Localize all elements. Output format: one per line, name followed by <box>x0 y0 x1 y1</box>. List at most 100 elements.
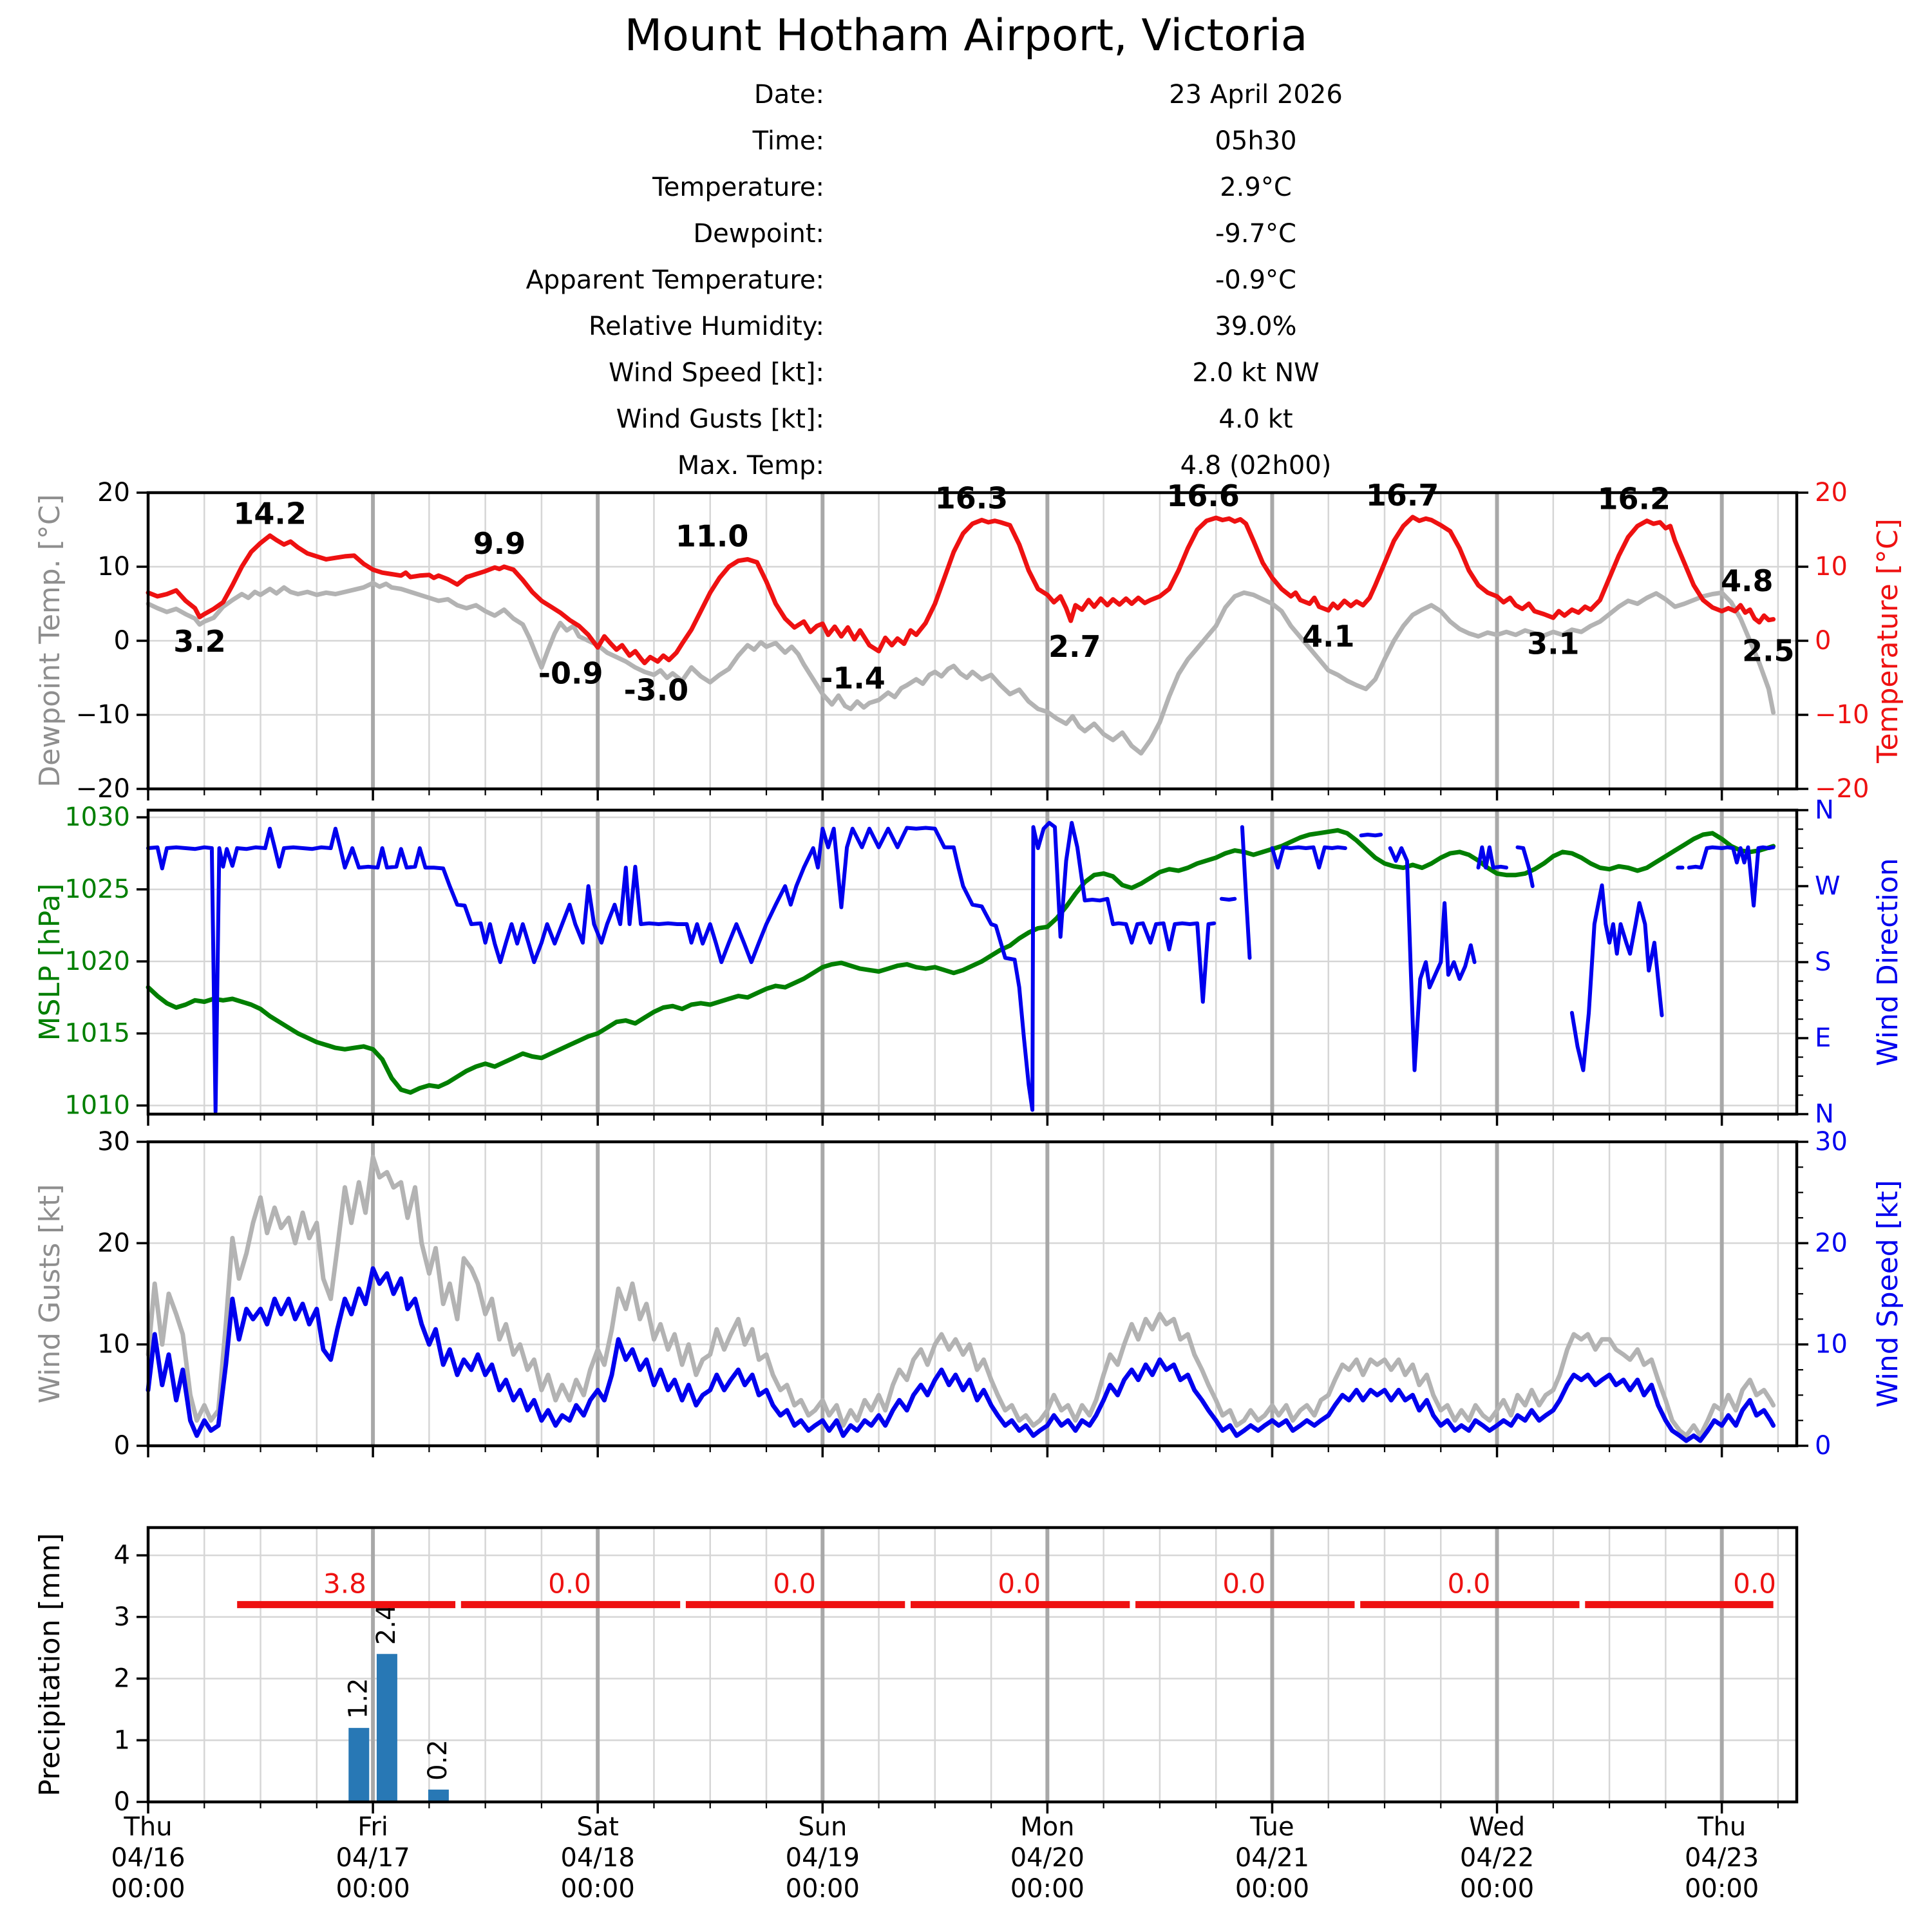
panel-temperature-dewpoint: −20 −10 0 10 20 Dewpoint Temp. [°C] −20 −10 0 10 2… <box>33 478 1904 804</box>
left-tick-label: 1030 <box>64 802 130 832</box>
left-tick-label: 30 <box>97 1127 130 1157</box>
daily-total-label: 0.0 <box>1222 1568 1265 1600</box>
day-label: 00:00 <box>786 1874 860 1904</box>
series-wind-direction <box>1388 846 1477 1072</box>
day-label: Tue <box>1249 1812 1294 1842</box>
left-tick-label: 1020 <box>64 947 130 976</box>
precip-bar <box>348 1728 370 1802</box>
precip-bar <box>428 1789 449 1802</box>
extreme-label: 2.7 <box>1048 629 1101 664</box>
extreme-label: 3.1 <box>1527 626 1580 661</box>
info-row: Max. Temp: 4.8 (02h00) <box>0 451 1932 492</box>
precip-bar-label: 0.2 <box>423 1739 453 1781</box>
series-wind-direction <box>1515 845 1535 888</box>
series-wind-direction <box>1240 825 1252 960</box>
day-label: Wed <box>1469 1812 1525 1842</box>
info-label: Apparent Temperature: <box>526 265 824 295</box>
extreme-label: -0.9 <box>538 656 603 690</box>
info-label: Wind Speed [kt]: <box>609 358 824 388</box>
right-tick-label: 20 <box>1815 478 1848 507</box>
series-wind-direction <box>146 820 1217 1114</box>
info-row: Time: 05h30 <box>0 126 1932 167</box>
daily-total-label: 0.0 <box>773 1568 816 1600</box>
series-wind-direction <box>1687 845 1776 908</box>
left-tick-label: 2 <box>114 1664 130 1694</box>
day-label: 04/23 <box>1685 1843 1759 1873</box>
day-label: Mon <box>1020 1812 1074 1842</box>
day-label: 00:00 <box>1010 1874 1084 1904</box>
info-label: Max. Temp: <box>677 451 824 480</box>
left-tick-label: 0 <box>114 1431 130 1461</box>
right-tick-label: E <box>1815 1023 1831 1053</box>
left-axis-title: Wind Gusts [kt] <box>33 1184 66 1404</box>
right-tick-label: −20 <box>1815 774 1869 804</box>
daily-total-label: 0.0 <box>1448 1568 1491 1600</box>
extreme-label: 11.0 <box>676 519 749 554</box>
left-tick-label: 1025 <box>64 875 130 904</box>
precip-bar-label: 1.2 <box>343 1678 373 1719</box>
left-axis-title: MSLP [hPa] <box>33 884 66 1041</box>
panel-wind-speed-gusts: 0 10 20 30 Wind Gusts [kt] 0 10 20 30 Wind Speed … <box>33 1127 1904 1461</box>
page-title: Mount Hotham Airport, Victoria <box>624 10 1308 61</box>
series-mslp <box>146 828 1776 1095</box>
day-label: 00:00 <box>1460 1874 1534 1904</box>
right-tick-label: 0 <box>1815 1431 1831 1461</box>
day-label: 00:00 <box>111 1874 185 1904</box>
info-value: 2.9°C <box>1220 173 1292 202</box>
info-value: 4.0 kt <box>1218 404 1293 434</box>
series-wind-gusts <box>146 1155 1776 1438</box>
day-label: Thu <box>1697 1812 1746 1842</box>
extreme-label: 3.2 <box>173 624 226 659</box>
info-value: 05h30 <box>1215 126 1297 156</box>
left-tick-label: 1015 <box>64 1019 130 1048</box>
left-tick-label: −10 <box>76 700 130 730</box>
info-label: Time: <box>752 126 824 156</box>
right-tick-label: N <box>1815 1099 1834 1129</box>
daily-total-label: 0.0 <box>998 1568 1041 1600</box>
left-axis-title: Dewpoint Temp. [°C] <box>33 494 66 787</box>
info-value: 4.8 (02h00) <box>1180 451 1332 480</box>
extreme-label: 9.9 <box>473 526 526 561</box>
day-label: 04/17 <box>336 1843 410 1873</box>
right-tick-label: S <box>1815 947 1831 977</box>
info-value: -9.7°C <box>1215 219 1296 249</box>
panel-mslp-wind-direction: 1010 1015 1020 1025 1030 MSLP [hPa] N E S W N Wind … <box>33 795 1904 1129</box>
left-axis-title: Precipitation [mm] <box>33 1533 66 1796</box>
left-tick-label: 10 <box>97 552 130 582</box>
day-label: 00:00 <box>1685 1874 1759 1904</box>
panel-precipitation: 1.2 2.4 0.2 3.8 0.0 0.0 0.0 0.0 0.0 0.0 0 1 2 3 4 Preci… <box>33 1526 1799 1817</box>
info-row: Wind Speed [kt]: 2.0 kt NW <box>0 358 1932 399</box>
extreme-label: 16.7 <box>1366 478 1439 513</box>
day-label: 04/19 <box>786 1843 860 1873</box>
right-tick-label: 20 <box>1815 1228 1848 1258</box>
series-temperature <box>146 515 1776 665</box>
info-value: 2.0 kt NW <box>1192 358 1320 388</box>
series-wind-direction <box>1569 883 1664 1072</box>
day-label: Fri <box>357 1812 388 1842</box>
right-axis-title: Wind Direction <box>1871 858 1904 1066</box>
precip-bar-label: 2.4 <box>372 1604 401 1645</box>
right-tick-label: 10 <box>1815 552 1848 582</box>
extreme-label: 4.1 <box>1302 619 1355 654</box>
extreme-label: -3.0 <box>624 673 689 708</box>
precip-bar <box>376 1654 397 1802</box>
extreme-label: -1.4 <box>820 661 886 696</box>
right-tick-label: W <box>1815 871 1841 901</box>
series-wind-direction <box>1270 845 1347 870</box>
right-tick-label: 0 <box>1815 626 1831 656</box>
daily-total-label: 0.0 <box>1733 1568 1776 1600</box>
extreme-label: 16.6 <box>1166 478 1240 513</box>
left-tick-label: 0 <box>114 626 130 656</box>
extreme-label: 4.8 <box>1721 564 1774 598</box>
day-label: Sun <box>798 1812 847 1842</box>
left-tick-label: 3 <box>114 1602 130 1632</box>
right-axis-title: Temperature [°C] <box>1871 518 1904 764</box>
day-label: 04/20 <box>1010 1843 1084 1873</box>
info-row: Dewpoint: -9.7°C <box>0 219 1932 260</box>
series-dewpoint <box>146 580 1776 756</box>
left-tick-label: 1 <box>114 1725 130 1755</box>
left-tick-label: 20 <box>97 478 130 507</box>
right-tick-label: −10 <box>1815 700 1869 730</box>
x-axis-labels: Thu04/1600:00Fri04/1700:00Sat04/1800:00S… <box>111 1812 1759 1904</box>
